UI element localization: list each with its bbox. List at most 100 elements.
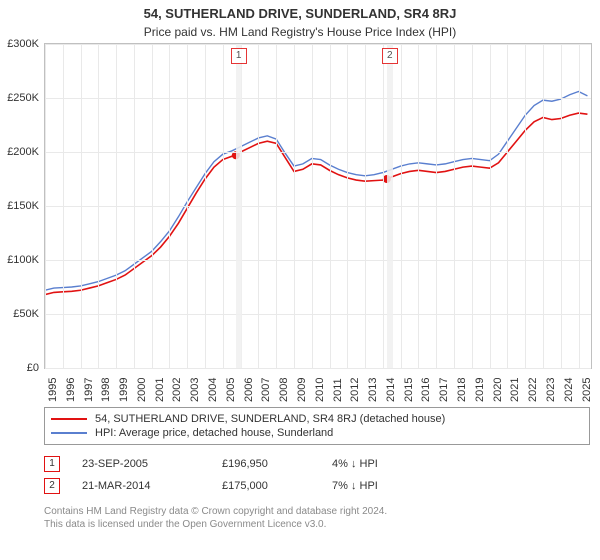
y-gridline (45, 98, 591, 99)
page-subtitle: Price paid vs. HM Land Registry's House … (0, 21, 600, 43)
x-axis-label: 2013 (367, 378, 379, 402)
x-axis-label: 2022 (527, 378, 539, 402)
x-axis-label: 2007 (260, 378, 272, 402)
data-credit: Contains HM Land Registry data © Crown c… (44, 505, 590, 531)
y-gridline (45, 314, 591, 315)
x-axis-label: 2023 (545, 378, 557, 402)
credit-line-2: This data is licensed under the Open Gov… (44, 518, 590, 531)
price-row: 221-MAR-2014£175,0007% ↓ HPI (44, 475, 590, 497)
x-gridline (116, 44, 117, 368)
x-gridline (98, 44, 99, 368)
x-gridline (187, 44, 188, 368)
price-row: 1 23-SEP-2005£196,9504% ↓ HPI (44, 453, 590, 475)
x-gridline (169, 44, 170, 368)
x-gridline (152, 44, 153, 368)
legend-label: 54, SUTHERLAND DRIVE, SUNDERLAND, SR4 8R… (95, 413, 445, 425)
chart-legend: 54, SUTHERLAND DRIVE, SUNDERLAND, SR4 8R… (44, 407, 590, 445)
price-row-delta: 4% ↓ HPI (332, 458, 452, 470)
price-row-price: £196,950 (222, 458, 332, 470)
legend-label: HPI: Average price, detached house, Sund… (95, 427, 333, 439)
x-gridline (365, 44, 366, 368)
x-axis-label: 2019 (474, 378, 486, 402)
x-gridline (579, 44, 580, 368)
x-gridline (223, 44, 224, 368)
x-gridline (472, 44, 473, 368)
x-gridline (258, 44, 259, 368)
x-gridline (418, 44, 419, 368)
y-axis-label: £250K (7, 92, 39, 104)
y-gridline (45, 152, 591, 153)
x-axis-label: 1997 (83, 378, 95, 402)
x-gridline (401, 44, 402, 368)
x-axis-label: 2024 (563, 378, 575, 402)
x-gridline (490, 44, 491, 368)
x-axis-label: 2004 (207, 378, 219, 402)
series-line-subject (45, 113, 587, 294)
x-axis-label: 2014 (385, 378, 397, 402)
x-axis-label: 2015 (403, 378, 415, 402)
y-axis-label: £50K (13, 308, 39, 320)
x-axis-label: 2021 (509, 378, 521, 402)
x-gridline (525, 44, 526, 368)
price-row-price: £175,000 (222, 480, 332, 492)
x-axis-label: 2011 (332, 378, 344, 402)
legend-row: HPI: Average price, detached house, Sund… (51, 426, 583, 440)
chart-plot-area: £0£50K£100K£150K£200K£250K£300K199519961… (44, 43, 592, 369)
x-gridline (45, 44, 46, 368)
y-gridline (45, 44, 591, 45)
x-axis-label: 2018 (456, 378, 468, 402)
price-row-delta: 7% ↓ HPI (332, 480, 452, 492)
page-root: 54, SUTHERLAND DRIVE, SUNDERLAND, SR4 8R… (0, 0, 600, 560)
x-gridline (543, 44, 544, 368)
y-axis-label: £0 (27, 362, 39, 374)
x-gridline (205, 44, 206, 368)
x-axis-label: 2008 (278, 378, 290, 402)
x-axis-label: 2009 (296, 378, 308, 402)
x-gridline (436, 44, 437, 368)
price-row-marker: 1 (44, 456, 60, 472)
x-axis-label: 2016 (420, 378, 432, 402)
x-gridline (330, 44, 331, 368)
x-axis-label: 2020 (492, 378, 504, 402)
x-gridline (347, 44, 348, 368)
x-axis-label: 1998 (100, 378, 112, 402)
price-row-date: 23-SEP-2005 (82, 458, 222, 470)
x-axis-label: 2002 (171, 378, 183, 402)
legend-swatch (51, 418, 87, 420)
x-axis-label: 2012 (349, 378, 361, 402)
x-axis-label: 2000 (136, 378, 148, 402)
chart-container: £0£50K£100K£150K£200K£250K£300K199519961… (44, 43, 590, 403)
x-gridline (294, 44, 295, 368)
y-gridline (45, 206, 591, 207)
price-row-date: 21-MAR-2014 (82, 480, 222, 492)
x-gridline (276, 44, 277, 368)
price-paid-marker-band: 1 (236, 44, 242, 368)
price-paid-marker-number: 2 (382, 48, 398, 64)
y-axis-label: £300K (7, 38, 39, 50)
x-gridline (312, 44, 313, 368)
x-gridline (561, 44, 562, 368)
x-gridline (507, 44, 508, 368)
x-gridline (81, 44, 82, 368)
x-axis-label: 2017 (438, 378, 450, 402)
x-gridline (63, 44, 64, 368)
credit-line-1: Contains HM Land Registry data © Crown c… (44, 505, 590, 518)
x-axis-label: 2010 (314, 378, 326, 402)
page-title: 54, SUTHERLAND DRIVE, SUNDERLAND, SR4 8R… (0, 0, 600, 21)
x-axis-label: 1996 (65, 378, 77, 402)
legend-swatch (51, 432, 87, 434)
y-axis-label: £150K (7, 200, 39, 212)
x-axis-label: 2006 (243, 378, 255, 402)
x-gridline (383, 44, 384, 368)
x-axis-label: 2001 (154, 378, 166, 402)
x-axis-label: 2003 (189, 378, 201, 402)
x-axis-label: 1999 (118, 378, 130, 402)
price-paid-marker-band: 2 (387, 44, 393, 368)
y-gridline (45, 368, 591, 369)
x-axis-label: 2005 (225, 378, 237, 402)
price-paid-table: 1 23-SEP-2005£196,9504% ↓ HPI 221-MAR-2014… (44, 453, 590, 497)
y-axis-label: £200K (7, 146, 39, 158)
price-paid-marker-number: 1 (231, 48, 247, 64)
y-axis-label: £100K (7, 254, 39, 266)
x-gridline (454, 44, 455, 368)
